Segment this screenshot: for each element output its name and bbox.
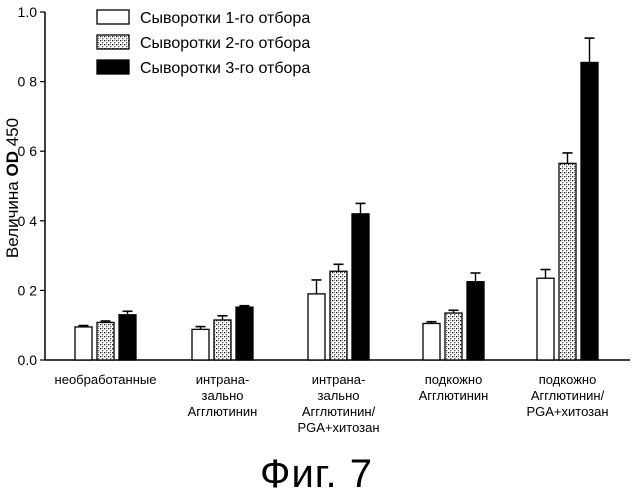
bar-series1-cat2	[191, 328, 210, 361]
bar-series1-cat4	[422, 322, 441, 361]
figure-caption: Фиг. 7	[260, 452, 373, 496]
legend-label-2: Сыворотки 2-го отбора	[140, 35, 310, 52]
legend-swatch-2	[96, 34, 130, 50]
bar-series3-cat4	[466, 281, 485, 361]
legend-swatch-1	[96, 9, 130, 25]
bar-series2-cat1	[96, 321, 115, 361]
y-tick-label: 1.0	[18, 4, 38, 20]
legend-label-3: Сыворотки 3-го отбора	[140, 60, 310, 77]
y-tick-label: 0 8	[18, 74, 38, 90]
category-label: подкожно Агглютинин	[419, 372, 489, 403]
bar-chart: Величина OD 450 0.0 0 2 0 4 0 6 0 8 1.0 необр…	[3, 4, 630, 435]
bar-series2-cat4	[444, 312, 463, 361]
bar-series3-cat1	[118, 314, 137, 361]
category-label: необработанные	[55, 372, 157, 387]
bar-series1-cat5	[536, 277, 555, 361]
legend-swatch-3	[96, 59, 130, 75]
bar-series2-cat2	[213, 319, 232, 361]
legend-label-1: Сыворотки 1-го отбора	[140, 10, 310, 27]
bar-series1-cat3	[307, 293, 326, 361]
bar-series2-cat5	[558, 162, 577, 361]
category-label: подкожно Агглютинин/PGA+хитозан	[526, 372, 608, 419]
category-label: интрана-зально Агглютинин	[188, 372, 258, 419]
y-axis-title: Величина OD 450	[3, 118, 22, 258]
bar-series2-cat3	[329, 270, 348, 361]
y-tick-label: 0.0	[18, 352, 38, 368]
bar-series1-cat1	[74, 326, 93, 361]
bar-series3-cat2	[235, 306, 254, 361]
bar-series3-cat3	[351, 213, 370, 361]
bar-series3-cat5	[580, 61, 599, 361]
y-tick-label: 0 4	[18, 213, 38, 229]
y-tick-label: 0 2	[18, 282, 38, 298]
category-label: интрана-зально Агглютинин/PGA+хитозан	[297, 372, 379, 435]
y-tick-label: 0 6	[18, 143, 38, 159]
